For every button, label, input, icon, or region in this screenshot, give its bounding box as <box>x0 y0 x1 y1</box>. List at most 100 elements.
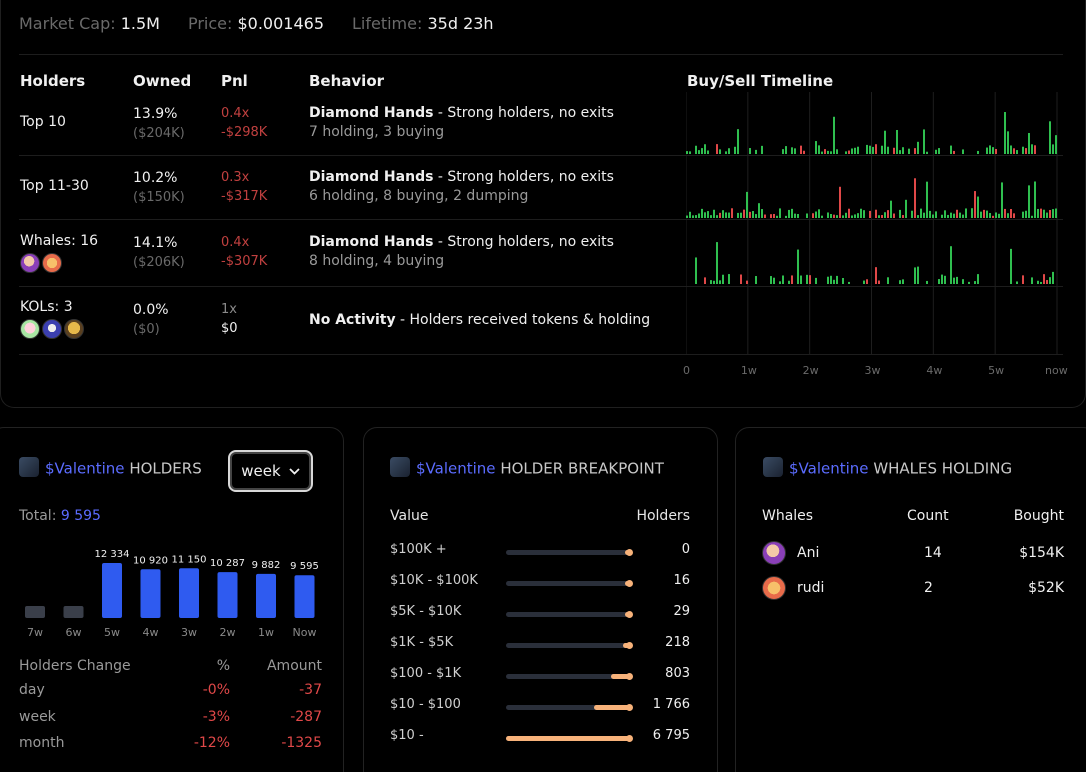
buy-bar <box>761 209 763 218</box>
holders-change-row: month -12% -1325 <box>19 735 322 762</box>
behavior-desc: - Holders received tokens & holding <box>395 312 651 328</box>
buy-bar <box>734 146 736 154</box>
buy-bar <box>1034 181 1036 218</box>
holders-bar[interactable] <box>179 568 199 618</box>
buy-bar <box>950 145 952 154</box>
avatar[interactable] <box>42 253 62 273</box>
whale-name[interactable]: Ani <box>797 545 820 561</box>
buy-bar <box>722 210 724 218</box>
buy-bar <box>695 145 697 154</box>
holders-panel-title: $Valentine HOLDERS <box>19 457 202 479</box>
buy-bar <box>929 210 931 218</box>
buy-bar <box>716 215 718 218</box>
header-holders: Holders <box>20 72 86 90</box>
buy-bar <box>965 208 967 218</box>
buy-bar <box>857 213 859 218</box>
timeline-tick-label: 0 <box>683 364 690 377</box>
sell-bar <box>800 145 802 154</box>
change-period: day <box>19 682 45 698</box>
whale-name[interactable]: rudi <box>797 580 825 596</box>
timeline-tick-label: now <box>1045 364 1068 377</box>
buy-bar <box>926 280 928 284</box>
sell-bar <box>1043 274 1045 284</box>
change-percent: -0% <box>202 682 230 698</box>
sell-bar <box>875 144 877 154</box>
row-whales-pnl: 0.4x -$307K <box>221 235 267 269</box>
period-select[interactable]: week <box>228 450 313 492</box>
holders-bar[interactable] <box>102 563 122 618</box>
holders-bar[interactable] <box>217 572 238 618</box>
buy-bar <box>1055 208 1057 218</box>
holders-bar[interactable] <box>25 606 45 618</box>
change-percent: -3% <box>202 708 230 725</box>
buy-bar <box>1037 280 1039 284</box>
buy-bar <box>704 144 706 154</box>
avatar[interactable] <box>762 541 786 565</box>
market-cap-label: Market Cap: <box>19 14 116 33</box>
buy-bar <box>866 144 868 154</box>
behavior-sub: 8 holding, 4 buying <box>309 253 445 269</box>
buy-bar <box>830 275 832 284</box>
breakpoint-bar <box>506 704 633 711</box>
holders-bar[interactable] <box>63 606 84 618</box>
row-whales-name[interactable]: Whales: 16 <box>20 233 99 249</box>
sell-bar <box>1034 145 1036 154</box>
buy-bar <box>1031 144 1033 154</box>
col-header: Amount <box>266 658 322 674</box>
avatar[interactable] <box>42 319 62 339</box>
holders-bar[interactable] <box>140 569 161 618</box>
price-label: Price: <box>187 14 233 33</box>
buy-bar <box>830 151 832 154</box>
timeline-tick-label: 2w <box>802 364 819 377</box>
row-kols-name[interactable]: KOLs: 3 <box>20 299 73 315</box>
holders-bar-label: 4w <box>143 626 159 639</box>
sell-bar <box>770 214 772 218</box>
buy-bar <box>923 129 925 154</box>
buy-bar <box>974 281 976 284</box>
token-icon <box>763 457 783 477</box>
buy-bar <box>854 147 856 154</box>
sell-bar <box>956 209 958 218</box>
buy-bar <box>851 215 853 218</box>
breakpoint-header: Value Holders <box>390 508 690 524</box>
header-owned: Owned <box>133 72 192 90</box>
row-top10-name[interactable]: Top 10 <box>20 114 66 130</box>
avatar[interactable] <box>20 319 40 339</box>
buy-bar <box>917 266 919 284</box>
sell-bar <box>878 280 880 284</box>
buy-bar <box>785 215 787 218</box>
buy-bar <box>707 211 709 218</box>
holders-bar[interactable] <box>256 573 276 618</box>
breakpoint-range: $10 - <box>390 728 424 743</box>
buy-bar <box>827 212 829 218</box>
sell-bar <box>1013 148 1015 154</box>
buy-bar <box>941 214 943 218</box>
buy-bar <box>860 208 862 218</box>
sell-bar <box>719 212 721 218</box>
buy-bar <box>737 212 739 218</box>
breakpoint-range: $5K - $10K <box>390 604 462 619</box>
buy-bar <box>1010 145 1012 154</box>
sell-bar <box>824 149 826 154</box>
holders-bar[interactable] <box>294 575 315 618</box>
buy-bar <box>779 281 781 284</box>
avatar[interactable] <box>762 576 786 600</box>
change-percent: -12% <box>193 735 230 751</box>
buy-bar <box>1049 277 1051 284</box>
whale-row[interactable]: Ani 14 $154K <box>762 541 1064 567</box>
buy-bar <box>686 151 688 154</box>
buy-bar <box>770 276 772 284</box>
chevron-down-icon <box>289 467 300 475</box>
token-stats: Market Cap: 1.5M Price: $0.001465 Lifeti… <box>19 14 522 33</box>
pnl-usd: $0 <box>221 321 238 336</box>
buy-bar <box>857 146 859 154</box>
buy-bar <box>935 211 937 218</box>
avatar[interactable] <box>20 253 40 273</box>
whale-count: 2 <box>924 580 933 596</box>
whale-row[interactable]: rudi 2 $52K <box>762 576 1064 602</box>
buy-bar <box>791 147 793 154</box>
row-top11-30-name[interactable]: Top 11-30 <box>20 178 89 194</box>
avatar[interactable] <box>64 319 84 339</box>
buy-bar <box>863 280 865 284</box>
breakpoint-holders: 803 <box>665 666 690 681</box>
